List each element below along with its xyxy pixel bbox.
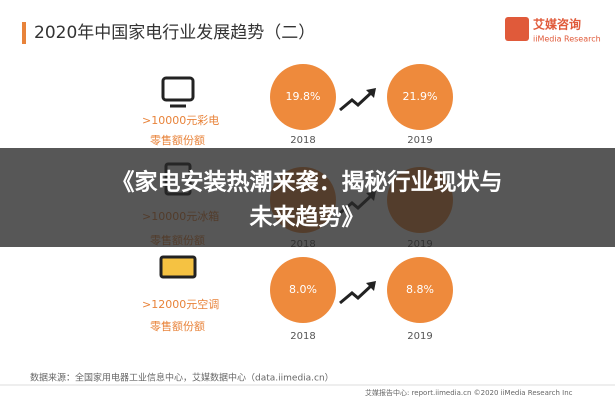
trend-arrow-head [366,281,376,291]
banner-line: 未来趋势》 [250,205,365,231]
share-value: 19.8% [286,90,321,103]
logo-sub: iiMedia Research [533,35,601,44]
banner [0,148,615,247]
ac-icon [159,255,197,279]
year-label: 2018 [290,331,315,342]
row-label: >12000元空调 [142,297,219,311]
year-label: 2019 [407,135,432,146]
share-circle [387,257,453,323]
share-value: 8.8% [406,283,434,296]
logo-name: 艾媒咨询 [533,17,581,32]
share-circle [270,64,336,130]
row-sublabel: 零售额份额 [150,319,205,333]
logo-icon [505,17,529,41]
footer-credit: 艾媒报告中心: report.iimedia.cn ©2020 iiMedia … [365,388,573,397]
row-label: >10000元彩电 [142,114,219,127]
share-value: 8.0% [289,283,317,296]
share-circle [387,64,453,130]
tv-icon [161,76,195,102]
trend-arrow-head [366,88,376,98]
title-bar [22,22,26,44]
trend-arrow [339,90,374,112]
title: 2020年中国家电行业发展趋势（二） [34,23,315,43]
share-value: 21.9% [403,90,438,103]
trend-arrow [339,283,374,305]
source: 数据来源：全国家用电器工业信息中心，艾媒数据中心（data.iimedia.cn… [30,372,334,384]
banner-line: 《家电安装热潮来袭：揭秘行业现状与 [112,169,503,196]
year-label: 2018 [290,135,315,146]
year-label: 2019 [407,331,432,342]
row-sublabel: 零售额份额 [150,133,205,147]
share-circle [270,257,336,323]
